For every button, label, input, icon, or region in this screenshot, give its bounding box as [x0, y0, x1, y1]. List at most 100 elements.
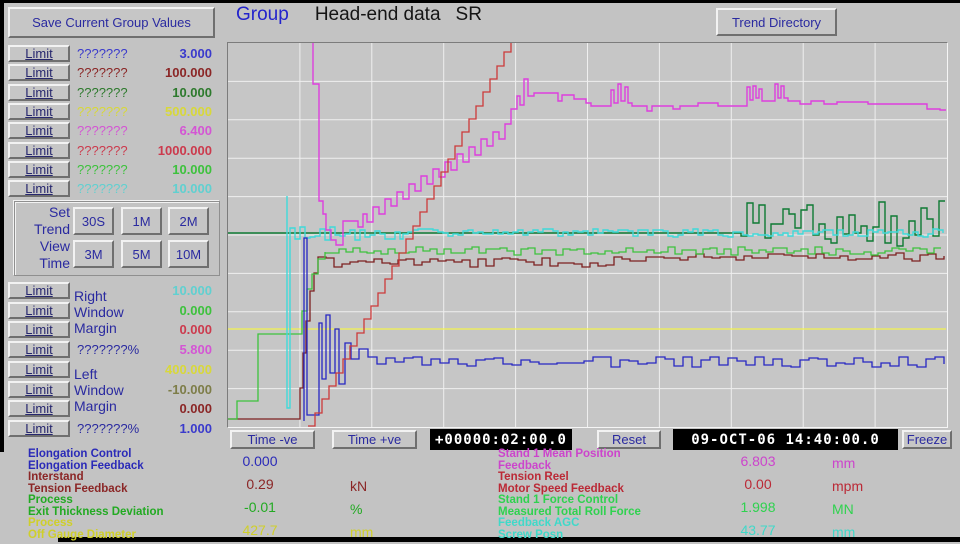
legend-label: Tension Reel Motor Speed Feedback	[498, 471, 624, 495]
limit-row-label: ???????	[77, 143, 128, 158]
page-header: Group Head-end data SR	[236, 4, 482, 26]
limit-row: Limit??????? 500.000	[0, 103, 225, 121]
freeze-button[interactable]: Freeze	[902, 430, 952, 449]
legend-label: Feedback AGC Screw Posn	[498, 517, 580, 541]
legend-unit: MN	[832, 501, 854, 517]
trend-series-elongation-feedback	[303, 237, 945, 421]
limit-row-value: 1000.000	[157, 143, 212, 158]
limit-button[interactable]: Limit	[8, 103, 70, 120]
limit-row: Limit??????? 3.000	[0, 45, 225, 63]
trend-directory-button[interactable]: Trend Directory	[716, 8, 837, 36]
legend-unit: mm	[832, 455, 856, 471]
limit-row: Limit??????? 10.000	[0, 84, 225, 102]
limit-button[interactable]: Limit	[8, 381, 70, 398]
limit-row: Limit 0.000	[0, 321, 225, 339]
legend-unit: %	[350, 501, 363, 517]
group-label: Group	[236, 4, 289, 25]
limit-button[interactable]: Limit	[8, 84, 70, 101]
limit-row-value: -10.000	[167, 382, 212, 397]
trend-chart-canvas	[228, 39, 947, 427]
limit-row: Limit??????? 1000.000	[0, 142, 225, 160]
limit-row-value: 6.400	[179, 123, 212, 138]
legend-label: Stand 1 Force Control Measured Total Roll…	[498, 494, 641, 518]
trend-time-button-1m[interactable]: 1M	[121, 207, 162, 235]
legend-label: Process Exit Thickness Deviation	[28, 494, 164, 518]
legend-label: Process Off Gauge Diameter	[28, 517, 136, 541]
trend-time-button-10m[interactable]: 10M	[168, 240, 209, 268]
trend-time-button-30s[interactable]: 30S	[73, 207, 114, 235]
limit-row-value: 0.000	[179, 401, 212, 416]
window-border-top	[0, 0, 960, 3]
limit-button[interactable]: Limit	[8, 321, 70, 338]
legend-unit: mpm	[832, 478, 864, 494]
elapsed-time-display: +00000:02:00.0	[430, 429, 572, 450]
limit-button[interactable]: Limit	[8, 180, 70, 197]
limit-row-value: 500.000	[165, 104, 212, 119]
limit-row-value: 5.800	[179, 342, 212, 357]
time-negative-button[interactable]: Time -ve	[230, 430, 315, 449]
legend-value: 6.803	[740, 453, 776, 469]
limit-button[interactable]: Limit	[8, 302, 70, 319]
reset-button[interactable]: Reset	[597, 430, 661, 449]
legend-label: Elongation Control Elongation Feedback	[28, 448, 144, 472]
legend-label: Interstand Tension Feedback	[28, 471, 128, 495]
trend-time-button-5m[interactable]: 5M	[121, 240, 162, 268]
legend-unit: kN	[350, 478, 368, 494]
legend-value: 0.00	[744, 476, 772, 492]
limit-row-label: ???????	[77, 85, 128, 100]
legend-unit: mm	[350, 524, 374, 540]
limit-row-value: 10.000	[172, 181, 212, 196]
trend-time-button-2m[interactable]: 2M	[168, 207, 209, 235]
legend-label: Stand 1 Mean Position Feedback	[498, 448, 621, 472]
limit-row-label: ???????	[77, 162, 128, 177]
trend-series-interstand-tension-feedback	[228, 252, 945, 420]
limit-row-value: 10.000	[172, 162, 212, 177]
page-title: Head-end data	[314, 4, 441, 25]
limit-row-label: ???????%	[77, 342, 140, 357]
limit-row: Limit??????? 6.400	[0, 122, 225, 140]
limit-row-label: ???????	[77, 123, 128, 138]
limit-row-value: 3.000	[179, 46, 212, 61]
trend-series-screw-position-feedback	[286, 196, 944, 409]
limit-button[interactable]: Limit	[8, 122, 70, 139]
limit-button[interactable]: Limit	[8, 45, 70, 62]
limit-button[interactable]: Limit	[8, 400, 70, 417]
limit-row: Limit???????% 5.800	[0, 341, 225, 359]
limit-row-value: 10.000	[172, 283, 212, 298]
limit-row: Limit 400.000	[0, 361, 225, 379]
window-border-bottom	[58, 537, 960, 542]
limit-row-label: ???????	[77, 46, 128, 61]
limit-button[interactable]: Limit	[8, 341, 70, 358]
limit-button[interactable]: Limit	[8, 64, 70, 81]
limit-button[interactable]: Limit	[8, 142, 70, 159]
trend-series-stand1-mean-position	[312, 43, 946, 246]
limit-row-value: 100.000	[165, 65, 212, 80]
legend-unit: mm	[832, 524, 856, 540]
limit-row-label: ???????	[77, 181, 128, 196]
limit-row: Limit 0.000	[0, 302, 225, 320]
limit-row: Limit???????% 1.000	[0, 420, 225, 438]
limit-row-value: 400.000	[165, 362, 212, 377]
limit-row: Limit??????? 100.000	[0, 64, 225, 82]
limit-row: Limit 0.000	[0, 400, 225, 418]
save-current-group-values-button[interactable]: Save Current Group Values	[8, 7, 215, 38]
trend-time-label: Set Trend View Time	[33, 204, 70, 271]
limit-button[interactable]: Limit	[8, 420, 70, 437]
trend-time-button-3m[interactable]: 3M	[73, 240, 114, 268]
legend-value: 427.7	[242, 522, 278, 538]
limit-row-value: 0.000	[179, 322, 212, 337]
page-title-suffix: SR	[455, 4, 482, 25]
limit-row-label: ???????	[77, 104, 128, 119]
limit-row-value: 10.000	[172, 85, 212, 100]
limit-button[interactable]: Limit	[8, 161, 70, 178]
limit-row: Limit??????? 10.000	[0, 161, 225, 179]
time-positive-button[interactable]: Time +ve	[332, 430, 417, 449]
limit-row-value: 0.000	[179, 303, 212, 318]
trend-chart	[227, 39, 948, 428]
trend-series-tension-reel-motor-speed	[308, 39, 512, 427]
limit-button[interactable]: Limit	[8, 361, 70, 378]
legend-value: 43.77	[740, 522, 776, 538]
datetime-display: 09-OCT-06 14:40:00.0	[673, 429, 898, 450]
limit-button[interactable]: Limit	[8, 282, 70, 299]
limit-row-value: 1.000	[179, 421, 212, 436]
